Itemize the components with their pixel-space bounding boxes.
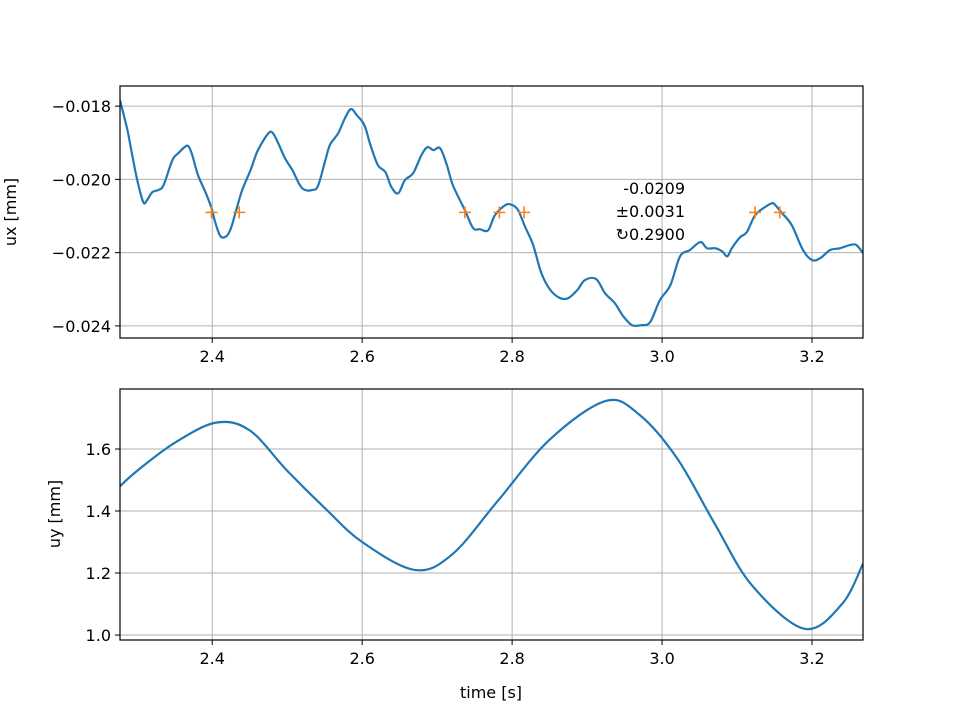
y-tick-label: −0.024 xyxy=(52,317,111,336)
y-tick-label: 1.4 xyxy=(86,502,111,521)
crossing-marker xyxy=(749,206,762,219)
annotation-mean: -0.0209 xyxy=(623,179,685,198)
ux-axis-label: ux [mm] xyxy=(1,178,20,246)
x-tick-label: 2.8 xyxy=(499,347,524,366)
x-tick-label: 3.2 xyxy=(799,649,824,668)
x-tick-label: 3.0 xyxy=(649,347,674,366)
x-tick-label: 2.8 xyxy=(499,649,524,668)
axes-frame xyxy=(119,85,864,339)
stats-annotation: -0.0209 ±0.0031 ↻0.2900 xyxy=(616,179,685,244)
crossing-marker xyxy=(518,206,531,219)
data-line xyxy=(120,398,863,631)
x-tick-label: 3.2 xyxy=(799,347,824,366)
y-tick-label: −0.022 xyxy=(52,244,111,263)
x-tick-label: 2.4 xyxy=(199,649,224,668)
crossing-marker xyxy=(205,206,218,219)
uy-subplot: 2.4 2.6 2.8 3.0 3.2 1.6 1.4 1.2 1.0 xyxy=(86,388,864,668)
time-axis-label: time [s] xyxy=(460,683,522,702)
x-tick-label: 2.6 xyxy=(349,347,374,366)
y-tick-label: −0.018 xyxy=(52,97,111,116)
axes-frame xyxy=(119,388,864,641)
annotation-std: ±0.0031 xyxy=(616,202,685,221)
y-tick-label: 1.2 xyxy=(86,564,111,583)
crossing-marker xyxy=(233,206,246,219)
x-tick-label: 2.4 xyxy=(199,347,224,366)
y-tick-label: −0.020 xyxy=(52,170,111,189)
ux-subplot: 2.4 2.6 2.8 3.0 3.2 −0.018 −0.020 −0.022 −0.024 xyxy=(52,85,864,366)
crossing-marker xyxy=(773,206,786,219)
annotation-period: ↻0.2900 xyxy=(616,225,685,244)
x-tick-label: 3.0 xyxy=(649,649,674,668)
x-tick-label: 2.6 xyxy=(349,649,374,668)
uy-axis-label: uy [mm] xyxy=(45,480,64,548)
data-line xyxy=(120,100,863,328)
crossing-marker xyxy=(458,206,471,219)
y-tick-label: 1.6 xyxy=(86,440,111,459)
crossing-marker xyxy=(493,206,506,219)
y-tick-label: 1.0 xyxy=(86,626,111,645)
